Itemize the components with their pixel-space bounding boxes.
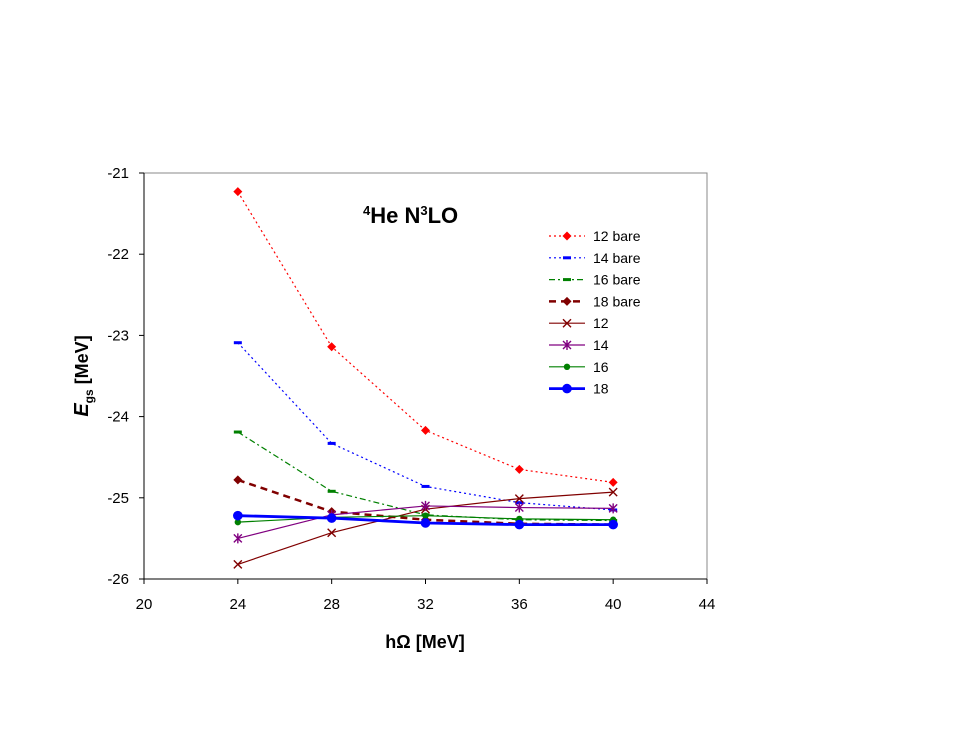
legend-item-12-bare: 12 bare [549,228,641,244]
data-point-12 [608,487,618,497]
data-point-14-bare [327,441,336,445]
x-tick-label: 24 [229,596,246,613]
data-point-16 [422,512,429,519]
series-line-16-bare [237,431,614,522]
data-point-12 [327,528,337,538]
data-point-16-bare [233,430,242,434]
data-point-16 [234,518,242,526]
series-14 [233,500,618,544]
y-tick-label: -23 [107,327,129,344]
legend-item-16-bare: 16 bare [549,272,641,288]
data-point-16-bare [327,489,336,493]
legend-swatch-marker [562,231,572,241]
data-point-12-bare [421,425,430,435]
legend-swatch-marker [563,363,571,370]
y-tick-label: -25 [107,490,129,507]
data-point-18 [420,518,431,528]
x-tick-label: 36 [511,596,528,613]
y-tick-label: -22 [107,246,129,263]
data-point-18 [326,513,337,523]
legend-swatch-marker [562,383,572,394]
y-axis-title: Egs [MeV] [71,335,96,416]
data-point-12-bare [608,477,618,487]
y-tick-label: -26 [107,571,129,588]
legend-swatch-marker [562,318,572,328]
y-tick-label: -21 [107,165,129,182]
legend-label: 12 bare [593,228,641,244]
legend-item-18: 18 [549,381,609,397]
data-point-12-bare [514,464,524,474]
x-tick-label: 20 [136,596,153,613]
series-18 [233,510,618,530]
legend-item-18-bare: 18 bare [549,293,641,309]
data-point-14 [421,500,430,511]
data-point-12 [233,559,243,569]
series-line-12-bare [237,191,614,483]
legend-item-14-bare: 14 bare [549,250,641,266]
x-tick-label: 28 [323,596,340,613]
legend-label: 16 bare [593,272,641,288]
legend-swatch-marker [562,296,572,306]
data-point-14-bare [421,484,430,488]
series-12 [233,487,618,569]
data-point-14 [233,533,243,544]
data-point-12-bare [327,342,337,352]
legend-label: 14 bare [593,250,641,266]
data-point-14-bare [233,341,242,345]
data-point-12-bare [233,187,243,197]
data-point-18-bare [233,475,243,485]
axis-ticks: 20 24 28 32 36 40 44 -21 -22 -23 -24 -25 -26 [107,165,715,613]
legend: 12 bare 14 bare 16 bare 18 bare 12 14 16 18 [549,228,641,397]
data-point-18 [608,519,618,530]
data-point-18 [233,510,243,521]
legend-label: 16 [593,359,609,375]
legend-label: 12 [593,315,609,331]
data-point-18 [514,519,525,530]
x-tick-label: 44 [699,596,716,613]
legend-item-16: 16 [549,359,609,375]
legend-swatch-marker [563,256,571,260]
data-point-14 [514,502,524,513]
x-axis-title: hΩ [MeV] [385,632,464,652]
legend-label: 18 bare [593,293,641,309]
legend-label: 14 [593,337,609,353]
y-tick-label: -24 [107,409,129,426]
legend-swatch-marker [563,278,571,282]
legend-label: 18 [593,381,609,397]
data-point-14 [608,503,618,514]
data-point-12 [514,494,524,504]
series-12-bare [233,187,618,487]
x-tick-label: 32 [417,596,434,613]
x-tick-label: 40 [605,596,622,613]
series-group [233,187,618,569]
legend-swatch-marker [562,340,572,350]
chart-annotation: 4He N3LO [363,203,458,228]
legend-item-14: 14 [549,337,609,353]
legend-item-12: 12 [549,315,609,331]
